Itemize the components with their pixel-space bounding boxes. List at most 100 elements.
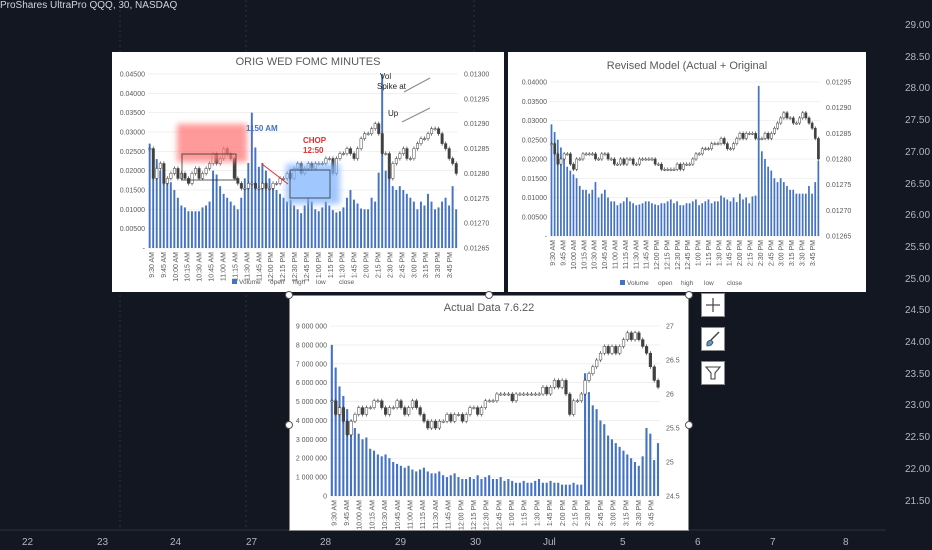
candle-body <box>697 153 701 156</box>
time-tick-label: 12:15 PM <box>664 240 671 270</box>
annot-spike: Spike at <box>377 82 406 91</box>
candle-body <box>165 178 169 184</box>
candle-body <box>430 128 434 134</box>
volume-bar <box>338 386 341 496</box>
candle-body <box>656 163 660 166</box>
candle-body <box>440 133 444 144</box>
volume-bar <box>349 190 352 248</box>
candle-body <box>598 352 603 361</box>
volume-bar <box>530 482 533 496</box>
volume-bar <box>194 211 197 248</box>
left-tick-label: 0.01500 <box>522 176 547 183</box>
right-tick-label: 26.5 <box>666 358 680 365</box>
time-axis-label: Jul <box>543 537 556 548</box>
volume-bar <box>811 193 813 236</box>
time-tick-label: 12:30 PM <box>484 500 491 530</box>
time-tick-label: 10:45 AM <box>395 500 402 530</box>
candle-body <box>633 332 637 340</box>
candle-body <box>338 407 342 415</box>
volume-bar <box>374 201 377 248</box>
time-tick-label: 2:00 PM <box>364 252 371 278</box>
candle-body <box>391 163 395 179</box>
candle-body <box>373 123 377 129</box>
volume-bar <box>461 479 464 496</box>
volume-bar <box>472 479 475 496</box>
volume-bar <box>645 428 648 496</box>
volume-bar <box>491 479 495 496</box>
volume-bar <box>307 197 310 248</box>
volume-bar <box>453 473 456 496</box>
candle-body <box>506 393 511 396</box>
time-axis-label: 8 <box>843 537 849 548</box>
time-tick-label: 2:45 PM <box>768 240 775 266</box>
volume-bar <box>710 203 713 236</box>
time-tick-label: 11:15 AM <box>232 252 239 281</box>
volume-bar <box>568 484 571 496</box>
volume-bar <box>427 193 429 248</box>
price-axis-label: 25.00 <box>905 273 931 285</box>
volume-bar <box>451 186 454 248</box>
candle-body <box>614 346 618 354</box>
price-axis-label: 27.00 <box>905 146 931 158</box>
volume-bar <box>365 437 368 496</box>
candle-body <box>644 158 648 161</box>
candle-body <box>776 122 779 129</box>
orig-fomc-chart-panel[interactable]: ORIG WED FOMC MINUTES 0.04500 0.04000 0.03… <box>112 52 504 292</box>
volume-bar <box>704 201 707 236</box>
panel2-title: Revised Model (Actual + Original <box>606 60 768 72</box>
legend-swatch-volume <box>620 280 625 285</box>
volume-bar <box>739 193 741 236</box>
candle-body <box>479 407 484 415</box>
left-tick-label: 0.01000 <box>522 195 547 202</box>
time-tick-label: 9:30 AM <box>331 500 338 526</box>
volume-bar <box>795 193 798 236</box>
volume-bar <box>798 193 801 236</box>
time-tick-label: 12:45 PM <box>496 500 503 530</box>
time-tick-label: 12:45 PM <box>304 252 311 282</box>
volume-bar <box>691 201 694 236</box>
volume-bar <box>229 201 232 248</box>
volume-bar <box>476 475 479 496</box>
candle-body <box>653 158 657 165</box>
legend-entry: low <box>704 280 714 287</box>
candle-body <box>444 143 448 149</box>
volume-bar <box>166 178 169 248</box>
time-axis-label: 6 <box>695 537 701 548</box>
volume-bar <box>247 162 250 248</box>
candle-body <box>370 128 374 134</box>
candle-body <box>236 178 240 184</box>
time-axis-label: 29 <box>395 537 407 548</box>
resize-handle-mr[interactable] <box>685 421 693 429</box>
revised-model-chart-panel[interactable]: Revised Model (Actual + Original 0.04000… <box>508 52 866 292</box>
chart-elements-button[interactable] <box>701 293 725 317</box>
time-tick-label: 1:00 PM <box>316 252 323 278</box>
chart-filters-button[interactable] <box>701 361 725 385</box>
time-tick-label: 3:00 PM <box>611 500 618 526</box>
chart-styles-button[interactable] <box>701 327 725 351</box>
volume-bar <box>786 185 788 236</box>
time-tick-label: 3:15 PM <box>789 240 796 266</box>
time-tick-label: 3:45 PM <box>649 500 656 526</box>
time-tick-label: 9:30 AM <box>149 252 156 278</box>
actual-data-chart-panel[interactable]: Actual Data 7.6.22 9 000 000 8 000 000 7 0… <box>289 295 689 531</box>
candle-body <box>345 420 349 436</box>
left-tick-label: - <box>143 246 146 253</box>
candle-body <box>660 163 663 170</box>
resize-handle-tm[interactable] <box>485 291 493 299</box>
resize-handle-tl[interactable] <box>285 291 293 299</box>
candle-body <box>766 133 770 139</box>
volume-bar <box>626 454 629 496</box>
resize-handle-ml[interactable] <box>285 421 293 429</box>
time-tick-label: 10:15 AM <box>185 252 192 282</box>
volume-bar <box>572 174 575 236</box>
candle-body <box>387 407 392 415</box>
volume-bar <box>261 162 264 248</box>
volume-bar <box>553 482 556 496</box>
volume-bar <box>416 209 419 248</box>
resize-handle-tr[interactable] <box>685 291 693 299</box>
volume-bar <box>384 454 387 496</box>
time-tick-label: 11:00 AM <box>613 240 620 269</box>
price-axis-label: 23.00 <box>905 400 931 412</box>
candle-body <box>751 133 754 135</box>
right-tick-label: 0.01275 <box>826 182 851 189</box>
